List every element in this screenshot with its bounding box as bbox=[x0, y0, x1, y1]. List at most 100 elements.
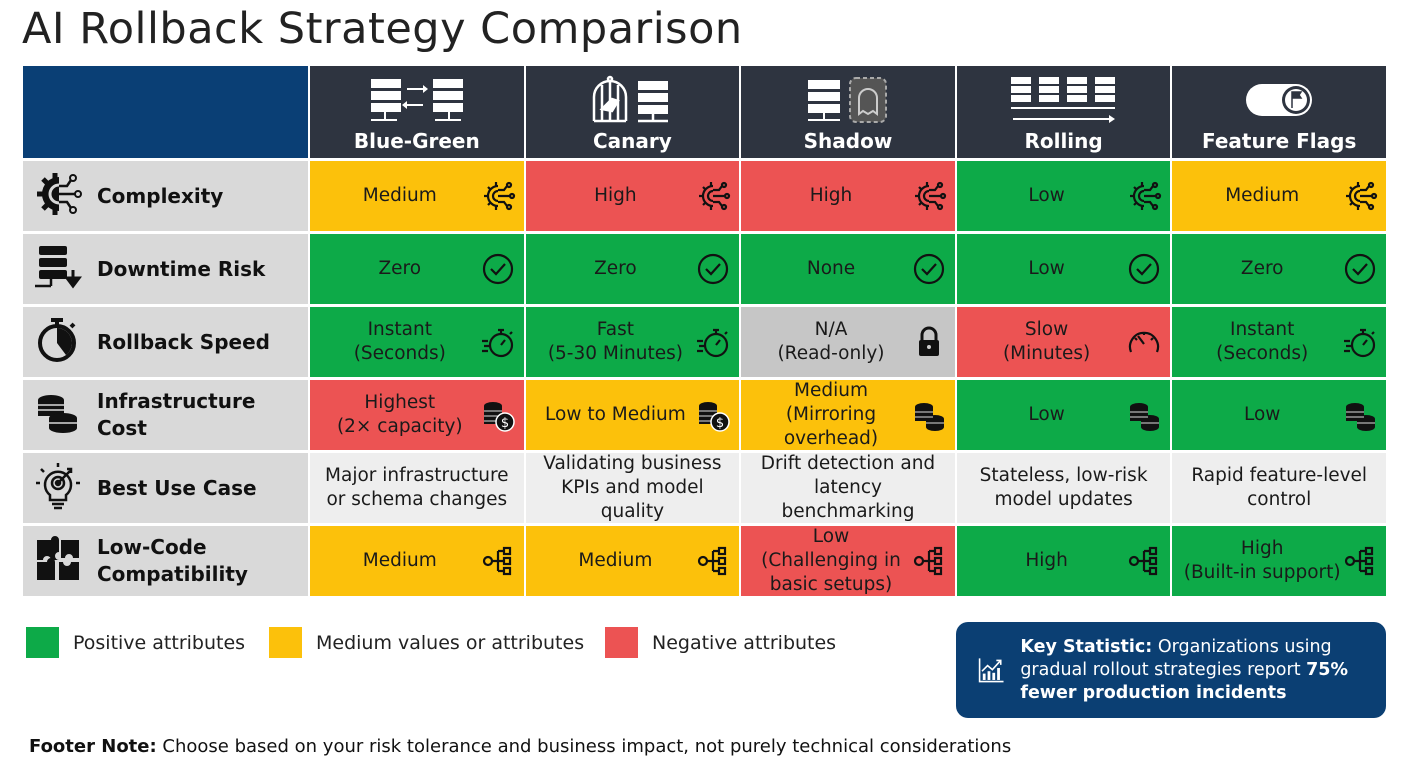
row-label-low-code-compatibility: Low-Code Compatibility bbox=[23, 526, 308, 596]
cell-value: Medium bbox=[578, 549, 652, 573]
cell-text: Drift detection and bbox=[760, 453, 936, 474]
table-cell: Fast (5-30 Minutes) bbox=[525, 307, 740, 377]
network-icon bbox=[1342, 543, 1378, 579]
table-cell: Low (Challenging in basic setups) bbox=[741, 526, 955, 596]
row-label-text: Complexity bbox=[97, 183, 224, 208]
cell-text: Rapid feature-level bbox=[1191, 465, 1368, 486]
row-label-downtime-risk: Downtime Risk bbox=[23, 234, 308, 304]
cell-text: Low bbox=[1028, 185, 1065, 206]
check-icon bbox=[695, 251, 731, 287]
table-cell: Drift detection and latency benchmarking bbox=[741, 453, 955, 523]
row-label-text: Rollback Speed bbox=[97, 329, 270, 354]
legend-negative: Negative attributes bbox=[605, 627, 836, 658]
column-header-label: Canary bbox=[592, 129, 672, 153]
table-cell: Low bbox=[956, 234, 1171, 304]
legend-swatch bbox=[26, 627, 59, 658]
cell-text: High bbox=[1240, 538, 1284, 559]
table-cell: Highest (2× capacity) $ bbox=[310, 380, 524, 450]
column-header-label: Rolling bbox=[1024, 129, 1103, 153]
cell-text: Stateless, low-risk bbox=[979, 465, 1148, 486]
cell-value: Low bbox=[1028, 184, 1064, 208]
table-cell: High bbox=[956, 526, 1171, 596]
table-cell: Low bbox=[1172, 380, 1386, 450]
cell-text: Low to Medium bbox=[545, 404, 686, 425]
cell-subtext: (Mirroring overhead) bbox=[783, 404, 879, 449]
cell-value: Low (Challenging in basic setups) bbox=[747, 525, 915, 597]
table-cell: High (Built-in support) bbox=[1172, 526, 1386, 596]
stopwatch-icon bbox=[480, 324, 516, 360]
cell-value: Stateless, low-risk model updates bbox=[980, 464, 1148, 512]
table-cell: Zero bbox=[525, 234, 740, 304]
cell-text: Zero bbox=[378, 258, 422, 279]
cell-value: Validating business KPIs and model qualit… bbox=[532, 452, 734, 524]
cell-text: Medium bbox=[578, 550, 653, 571]
cell-text: Fast bbox=[596, 319, 634, 340]
row-label-text: Downtime Risk bbox=[97, 256, 266, 281]
cell-subtext: (Challenging in basic setups) bbox=[761, 550, 901, 595]
legend-swatch bbox=[605, 627, 638, 658]
gear-icon bbox=[695, 178, 731, 214]
column-header-rolling: Rolling bbox=[956, 66, 1171, 158]
row-label-text: Best Use Case bbox=[97, 475, 257, 500]
row-label-text: Infrastructure Cost bbox=[97, 389, 256, 440]
network-icon bbox=[1126, 543, 1162, 579]
gear-icon bbox=[1126, 178, 1162, 214]
table-cell: N/A (Read-only) bbox=[741, 307, 955, 377]
legend-positive: Positive attributes bbox=[26, 627, 245, 658]
cell-text: Instant bbox=[1230, 319, 1295, 340]
coins-icon bbox=[911, 397, 947, 433]
cell-value: None bbox=[807, 257, 855, 281]
table-cell: Low bbox=[956, 161, 1171, 231]
cell-value: High (Built-in support) bbox=[1184, 537, 1341, 585]
cell-subtext: (2× capacity) bbox=[336, 416, 463, 437]
table-cell: Medium bbox=[1172, 161, 1386, 231]
stopwatch-icon bbox=[1342, 324, 1378, 360]
cell-value: Instant (Seconds) bbox=[1216, 318, 1308, 366]
cell-value: Medium (Mirroring overhead) bbox=[747, 379, 915, 451]
row-label-text: Low-Code Compatibility bbox=[97, 534, 248, 588]
column-header-label: Shadow bbox=[803, 129, 893, 153]
cell-text: Low bbox=[1243, 404, 1281, 425]
cell-subtext: latency benchmarking bbox=[781, 477, 915, 522]
header-corner bbox=[23, 66, 308, 158]
cell-value: Medium bbox=[363, 184, 437, 208]
cell-text: Validating business bbox=[543, 453, 722, 474]
coins-icon bbox=[33, 388, 83, 442]
legend-medium: Medium values or attributes bbox=[269, 627, 584, 658]
table-cell: Medium bbox=[310, 526, 524, 596]
check-icon bbox=[1342, 251, 1378, 287]
cell-text: Zero bbox=[1240, 258, 1284, 279]
table-cell: Slow (Minutes) bbox=[956, 307, 1171, 377]
cell-value: Low bbox=[1028, 257, 1064, 281]
table-cell: Low to Medium $ bbox=[525, 380, 740, 450]
table-cell: Zero bbox=[310, 234, 524, 304]
network-icon bbox=[695, 543, 731, 579]
cell-value: High bbox=[1025, 549, 1068, 573]
table-cell: High bbox=[525, 161, 740, 231]
table-cell: Rapid feature-level control bbox=[1172, 453, 1386, 523]
blue-green-servers-icon bbox=[369, 75, 465, 125]
cell-text: Medium bbox=[794, 380, 868, 401]
row-label-infrastructure-cost: Infrastructure Cost bbox=[23, 380, 308, 450]
row-label-complexity: Complexity bbox=[23, 161, 308, 231]
stopwatch-icon bbox=[33, 315, 83, 369]
table-cell: Low bbox=[956, 380, 1171, 450]
gear-circuit-icon bbox=[33, 169, 83, 223]
cell-value: Highest (2× capacity) bbox=[337, 391, 463, 439]
table-cell: None bbox=[741, 234, 955, 304]
canary-cage-icon bbox=[590, 75, 674, 125]
cell-text: Medium bbox=[1225, 185, 1300, 206]
lock-icon bbox=[911, 324, 947, 360]
gear-icon bbox=[911, 178, 947, 214]
row-label-best-use-case: Best Use Case bbox=[23, 453, 308, 523]
legend-label: Medium values or attributes bbox=[316, 631, 585, 654]
speedometer-icon bbox=[1126, 324, 1162, 360]
cell-value: High bbox=[810, 184, 853, 208]
puzzle-icon bbox=[33, 534, 83, 588]
cell-text: High bbox=[594, 185, 637, 206]
rolling-servers-icon bbox=[1009, 75, 1119, 125]
gear-icon bbox=[1342, 178, 1378, 214]
table-cell: Medium (Mirroring overhead) bbox=[741, 380, 955, 450]
column-header-blue-green: Blue-Green bbox=[310, 66, 524, 158]
cell-subtext: (Read-only) bbox=[777, 343, 885, 364]
